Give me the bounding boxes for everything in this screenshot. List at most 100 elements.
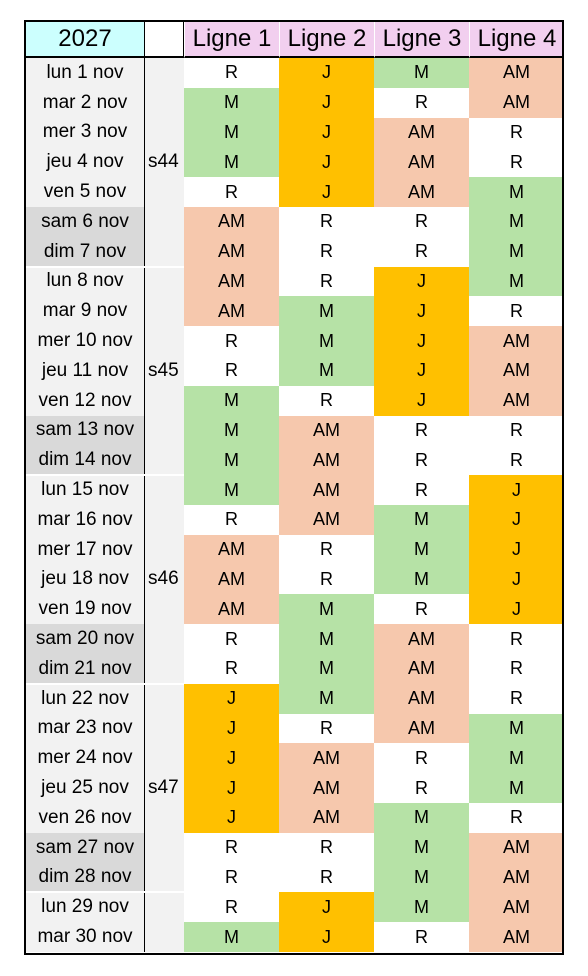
week-label[interactable]: s45 [145,266,184,476]
day-label[interactable]: mer 24 nov [24,743,145,774]
schedule-cell[interactable]: J [184,803,279,833]
schedule-cell[interactable]: R [469,296,564,327]
day-label[interactable]: mar 30 nov [24,922,145,952]
schedule-cell[interactable]: AM [469,356,564,386]
schedule-cell[interactable]: R [374,415,469,446]
schedule-cell[interactable]: M [374,803,469,833]
week-label[interactable]: s44 [145,58,184,267]
schedule-cell[interactable]: R [184,326,279,356]
schedule-cell[interactable]: J [469,505,564,535]
line-header-4[interactable]: Ligne 4 [469,20,564,58]
day-label[interactable]: ven 5 nov [24,177,145,207]
schedule-cell[interactable]: AM [469,385,564,416]
schedule-cell[interactable]: M [279,654,374,684]
schedule-cell[interactable]: J [374,266,469,297]
schedule-cell[interactable]: AM [184,534,279,565]
day-label[interactable]: mer 3 nov [24,117,145,148]
schedule-cell[interactable]: M [184,922,279,952]
schedule-cell[interactable]: AM [374,147,469,178]
day-label[interactable]: dim 21 nov [24,654,145,684]
schedule-cell[interactable]: J [279,58,374,88]
week-label[interactable]: s47 [145,683,184,893]
schedule-cell[interactable]: M [469,773,564,803]
day-label[interactable]: ven 19 nov [24,594,145,625]
schedule-cell[interactable]: M [184,117,279,148]
schedule-cell[interactable]: J [469,564,564,595]
schedule-cell[interactable]: M [374,892,469,923]
schedule-cell[interactable]: M [374,534,469,565]
week-header[interactable] [145,20,184,58]
schedule-cell[interactable]: J [279,177,374,207]
schedule-cell[interactable]: R [184,832,279,863]
schedule-cell[interactable]: R [374,475,469,505]
schedule-cell[interactable]: M [374,505,469,535]
schedule-cell[interactable]: J [184,773,279,803]
schedule-cell[interactable]: AM [469,58,564,88]
schedule-cell[interactable]: AM [374,624,469,654]
week-label[interactable] [145,892,184,952]
day-label[interactable]: lun 8 nov [24,266,145,297]
schedule-cell[interactable]: J [469,475,564,505]
schedule-cell[interactable]: AM [184,266,279,297]
day-label[interactable]: lun 22 nov [24,683,145,714]
day-label[interactable]: mar 23 nov [24,713,145,744]
schedule-cell[interactable]: R [184,177,279,207]
schedule-cell[interactable]: AM [374,713,469,744]
schedule-cell[interactable]: J [469,534,564,565]
schedule-cell[interactable]: M [469,743,564,774]
schedule-cell[interactable]: M [374,58,469,88]
schedule-cell[interactable]: AM [469,892,564,923]
schedule-cell[interactable]: AM [184,296,279,327]
schedule-cell[interactable]: R [469,803,564,833]
day-label[interactable]: sam 13 nov [24,415,145,446]
day-label[interactable]: mer 17 nov [24,534,145,565]
day-label[interactable]: sam 20 nov [24,624,145,654]
day-label[interactable]: lun 29 nov [24,892,145,923]
schedule-cell[interactable]: R [184,356,279,386]
schedule-cell[interactable]: R [374,773,469,803]
day-label[interactable]: dim 28 nov [24,862,145,893]
schedule-cell[interactable]: J [374,356,469,386]
schedule-cell[interactable]: R [469,683,564,714]
schedule-cell[interactable]: J [184,713,279,744]
schedule-cell[interactable]: J [279,147,374,178]
schedule-cell[interactable]: AM [469,832,564,863]
schedule-cell[interactable]: M [184,475,279,505]
schedule-cell[interactable]: J [184,683,279,714]
schedule-cell[interactable]: M [279,296,374,327]
schedule-cell[interactable]: R [469,415,564,446]
schedule-cell[interactable]: M [374,862,469,893]
day-label[interactable]: jeu 11 nov [24,356,145,386]
day-label[interactable]: ven 26 nov [24,803,145,833]
line-header-3[interactable]: Ligne 3 [374,20,469,58]
schedule-cell[interactable]: R [279,236,374,267]
schedule-cell[interactable]: J [374,296,469,327]
schedule-cell[interactable]: AM [184,594,279,625]
day-label[interactable]: jeu 4 nov [24,147,145,178]
schedule-cell[interactable]: R [374,743,469,774]
schedule-cell[interactable]: AM [374,117,469,148]
schedule-cell[interactable]: AM [184,564,279,595]
schedule-cell[interactable]: R [184,862,279,893]
schedule-cell[interactable]: AM [279,415,374,446]
schedule-cell[interactable]: M [374,832,469,863]
schedule-cell[interactable]: M [184,147,279,178]
schedule-cell[interactable]: AM [279,743,374,774]
schedule-cell[interactable]: AM [279,773,374,803]
schedule-cell[interactable]: M [469,177,564,207]
schedule-cell[interactable]: M [184,87,279,118]
schedule-cell[interactable]: AM [374,683,469,714]
schedule-cell[interactable]: AM [184,207,279,237]
schedule-cell[interactable]: M [184,415,279,446]
schedule-cell[interactable]: R [374,594,469,625]
schedule-cell[interactable]: J [184,743,279,774]
schedule-cell[interactable]: R [279,564,374,595]
day-label[interactable]: ven 12 nov [24,385,145,416]
schedule-cell[interactable]: AM [279,475,374,505]
schedule-cell[interactable]: R [279,713,374,744]
schedule-cell[interactable]: M [279,624,374,654]
schedule-cell[interactable]: R [184,505,279,535]
schedule-cell[interactable]: M [184,385,279,416]
schedule-cell[interactable]: R [184,624,279,654]
day-label[interactable]: mer 10 nov [24,326,145,356]
